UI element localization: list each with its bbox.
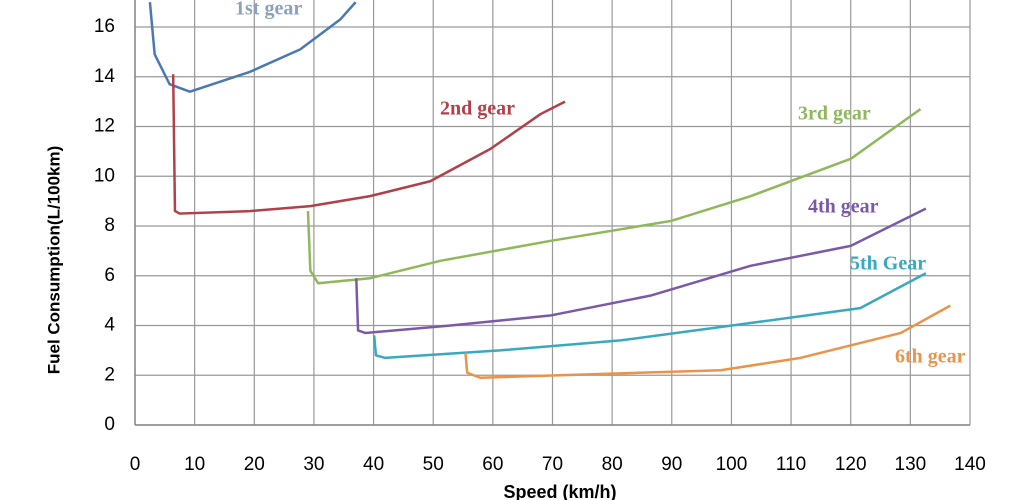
y-tick-label: 0 xyxy=(104,414,115,435)
x-tick-label: 60 xyxy=(482,454,503,475)
x-tick-label: 120 xyxy=(835,454,867,475)
x-tick-label: 90 xyxy=(661,454,682,475)
x-tick-label: 20 xyxy=(244,454,265,475)
series-label: 1st gear xyxy=(235,0,302,20)
x-tick-label: 30 xyxy=(303,454,324,475)
x-tick-label: 80 xyxy=(602,454,623,475)
series-line xyxy=(464,304,951,379)
series-label: 4th gear xyxy=(808,196,879,218)
series-line xyxy=(355,207,927,335)
series-label: 2nd gear xyxy=(440,98,515,120)
series-label: 3rd gear xyxy=(798,103,871,125)
x-tick-label: 40 xyxy=(363,454,384,475)
y-tick-label: 2 xyxy=(104,364,115,385)
y-tick-label: 4 xyxy=(104,315,115,336)
series-line xyxy=(171,74,566,215)
y-tick-label: 8 xyxy=(104,215,115,236)
x-tick-label: 100 xyxy=(716,454,748,475)
y-tick-label: 10 xyxy=(94,165,115,186)
x-tick-label: 130 xyxy=(895,454,927,475)
plot-area xyxy=(148,1,951,379)
y-tick-label: 6 xyxy=(104,265,115,286)
series-label: 6th gear xyxy=(895,346,966,368)
y-tick-label: 12 xyxy=(94,116,115,137)
x-tick-label: 10 xyxy=(184,454,205,475)
y-axis-label: Fuel Consumption(L/100km) xyxy=(44,146,63,375)
x-tick-label: 50 xyxy=(423,454,444,475)
series-label: 5th Gear xyxy=(850,253,926,275)
series-line xyxy=(372,272,927,360)
x-tick-label: 110 xyxy=(776,454,806,475)
x-axis-label: Speed (km/h) xyxy=(503,482,616,500)
y-tick-label: 14 xyxy=(94,66,116,87)
series-line xyxy=(148,1,357,93)
series-line xyxy=(306,108,922,285)
x-tick-label: 140 xyxy=(954,454,986,475)
y-tick-label: 16 xyxy=(94,16,115,37)
x-tick-label: 70 xyxy=(542,454,563,475)
x-tick-label: 0 xyxy=(130,454,141,475)
